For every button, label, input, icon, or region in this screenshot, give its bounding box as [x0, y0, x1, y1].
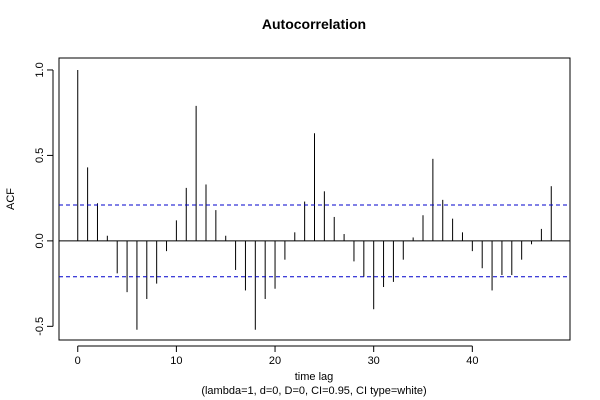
y-axis: -0.5 0.0 0.5 1.0 [34, 62, 54, 336]
y-tick-label: -0.5 [34, 317, 46, 336]
acf-bars [77, 69, 552, 330]
x-tick-label: 20 [269, 355, 281, 367]
x-tick-label: 10 [170, 355, 182, 367]
y-tick-label: 1.0 [34, 62, 46, 77]
confidence-lines [59, 204, 570, 278]
x-tick-label: 30 [368, 355, 380, 367]
x-axis-label: time lag [295, 371, 334, 383]
y-axis-label: ACF [5, 188, 17, 210]
chart-title: Autocorrelation [262, 16, 366, 32]
x-axis: 0 10 20 30 40 [75, 345, 478, 367]
chart-subtitle: (lambda=1, d=0, D=0, CI=0.95, CI type=wh… [201, 385, 426, 397]
x-tick-label: 40 [466, 355, 478, 367]
x-tick-label: 0 [75, 355, 81, 367]
y-tick-label: 0.0 [34, 233, 46, 248]
plot-frame [58, 57, 571, 341]
y-tick-label: 0.5 [34, 148, 46, 163]
